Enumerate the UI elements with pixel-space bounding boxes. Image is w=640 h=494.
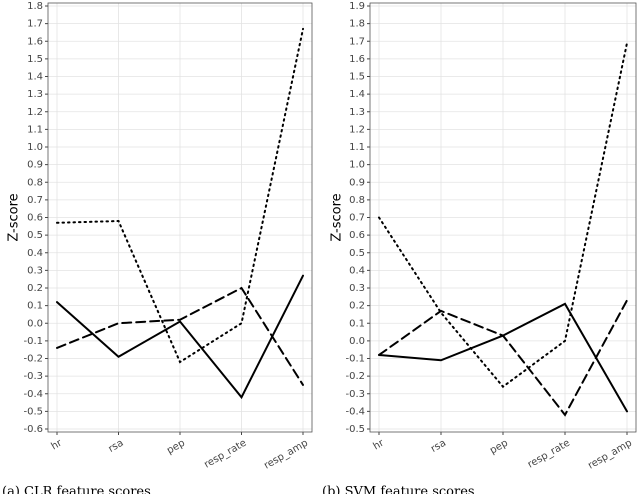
x-tick-label: resp_rate [202,438,248,471]
y-tick-label: 0.1 [349,318,365,329]
series-line [56,274,304,400]
y-tick-label: 1.1 [349,142,365,153]
y-tick-label: 0.4 [27,248,43,259]
y-tick-label: 1.0 [27,142,43,153]
y-tick-label: 1.5 [349,72,365,83]
y-tick-label: 1.4 [349,89,365,100]
y-tick-label: 0.8 [349,195,365,206]
y-tick-label: 1.6 [27,36,43,47]
y-tick-label: 1.3 [27,89,43,100]
y-axis-label: Z-score [330,193,345,241]
x-tick-label: resp_amp [262,438,310,472]
y-tick-label: 1.2 [349,124,365,135]
x-tick-label: hr [49,437,64,452]
y-tick-label: 0.7 [27,195,43,206]
y-tick-label: 1.4 [27,72,43,83]
series-line [378,299,628,417]
x-tick-label: pep [488,438,510,457]
y-tick-label: 0.8 [27,177,43,188]
y-tick-label: 1.8 [27,1,43,12]
y-tick-label: 0.5 [349,248,365,259]
plot-border [47,2,313,433]
y-tick-label: 1.2 [27,107,43,118]
series-line [56,27,304,364]
y-tick-label: 0.2 [27,283,43,294]
x-tick-label: rsa [429,438,448,455]
caption: (b) SVM feature scores [322,485,475,494]
y-tick-label: 1.7 [349,36,365,47]
y-tick-label: 0.4 [349,265,365,276]
y-tick-label: 1.0 [349,160,365,171]
y-tick-label: -0.3 [23,371,43,382]
y-tick-label: -0.1 [345,354,365,365]
y-tick-label: 0.9 [349,177,365,188]
y-tick-label: 0.3 [27,265,43,276]
series-line [378,42,628,389]
plot-border [369,2,637,433]
y-tick-label: -0.5 [23,406,43,417]
y-tick-label: 0.5 [27,230,43,241]
y-tick-label: 0.0 [27,318,43,329]
x-tick-label: pep [165,438,187,457]
y-tick-label: 1.9 [349,1,365,12]
x-tick-label: resp_rate [526,438,572,471]
y-axis-label: Z-score [7,193,22,241]
y-tick-label: 0.2 [349,301,365,312]
y-tick-label: -0.3 [345,389,365,400]
series-line [56,286,304,386]
x-tick-label: hr [371,437,386,452]
y-tick-label: 0.6 [349,230,365,241]
y-tick-label: -0.4 [345,406,365,417]
y-tick-label: 0.6 [27,213,43,224]
y-tick-label: 1.5 [27,54,43,65]
y-tick-label: 1.3 [349,107,365,118]
y-tick-label: 0.1 [27,301,43,312]
caption: (a) CLR feature scores [2,485,151,494]
x-tick-label: resp_amp [586,438,634,472]
y-tick-label: 1.6 [349,54,365,65]
y-tick-label: 1.1 [27,124,43,135]
y-tick-label: 0.0 [349,336,365,347]
y-tick-label: -0.1 [23,336,43,347]
y-tick-label: -0.2 [345,371,365,382]
y-tick-label: 1.7 [27,19,43,30]
y-tick-label: 1.8 [349,19,365,30]
y-tick-label: -0.5 [345,424,365,435]
y-tick-label: 0.3 [349,283,365,294]
y-tick-label: -0.4 [23,389,43,400]
x-tick-label: rsa [107,438,126,455]
y-tick-label: 0.7 [349,213,365,224]
y-tick-label: -0.2 [23,354,43,365]
y-tick-label: 0.9 [27,160,43,171]
y-tick-label: -0.6 [23,424,43,435]
